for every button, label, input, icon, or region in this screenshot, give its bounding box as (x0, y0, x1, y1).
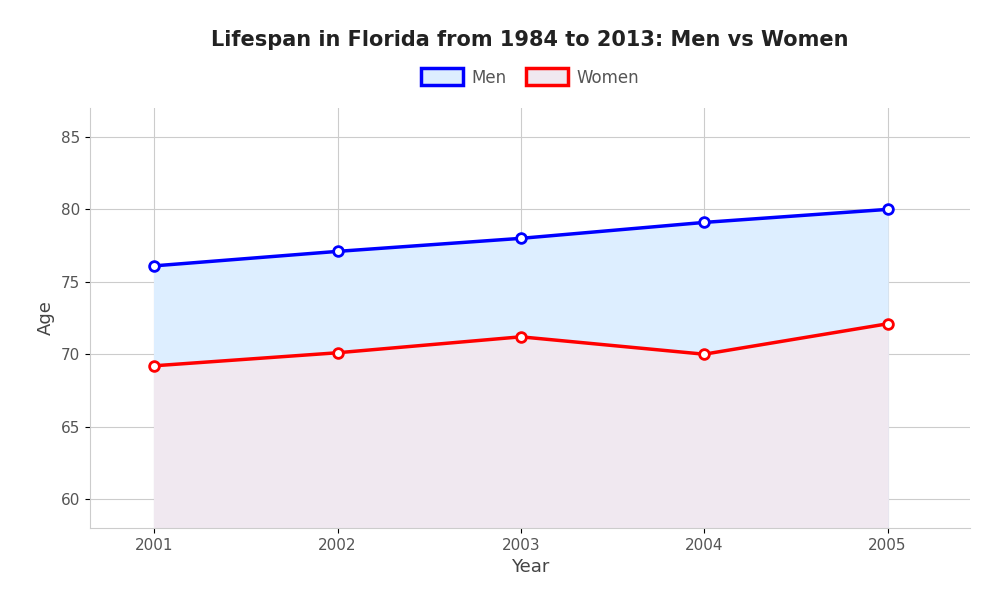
Title: Lifespan in Florida from 1984 to 2013: Men vs Women: Lifespan in Florida from 1984 to 2013: M… (211, 29, 849, 49)
Y-axis label: Age: Age (37, 301, 55, 335)
Legend: Men, Women: Men, Women (414, 62, 646, 93)
X-axis label: Year: Year (511, 558, 549, 576)
